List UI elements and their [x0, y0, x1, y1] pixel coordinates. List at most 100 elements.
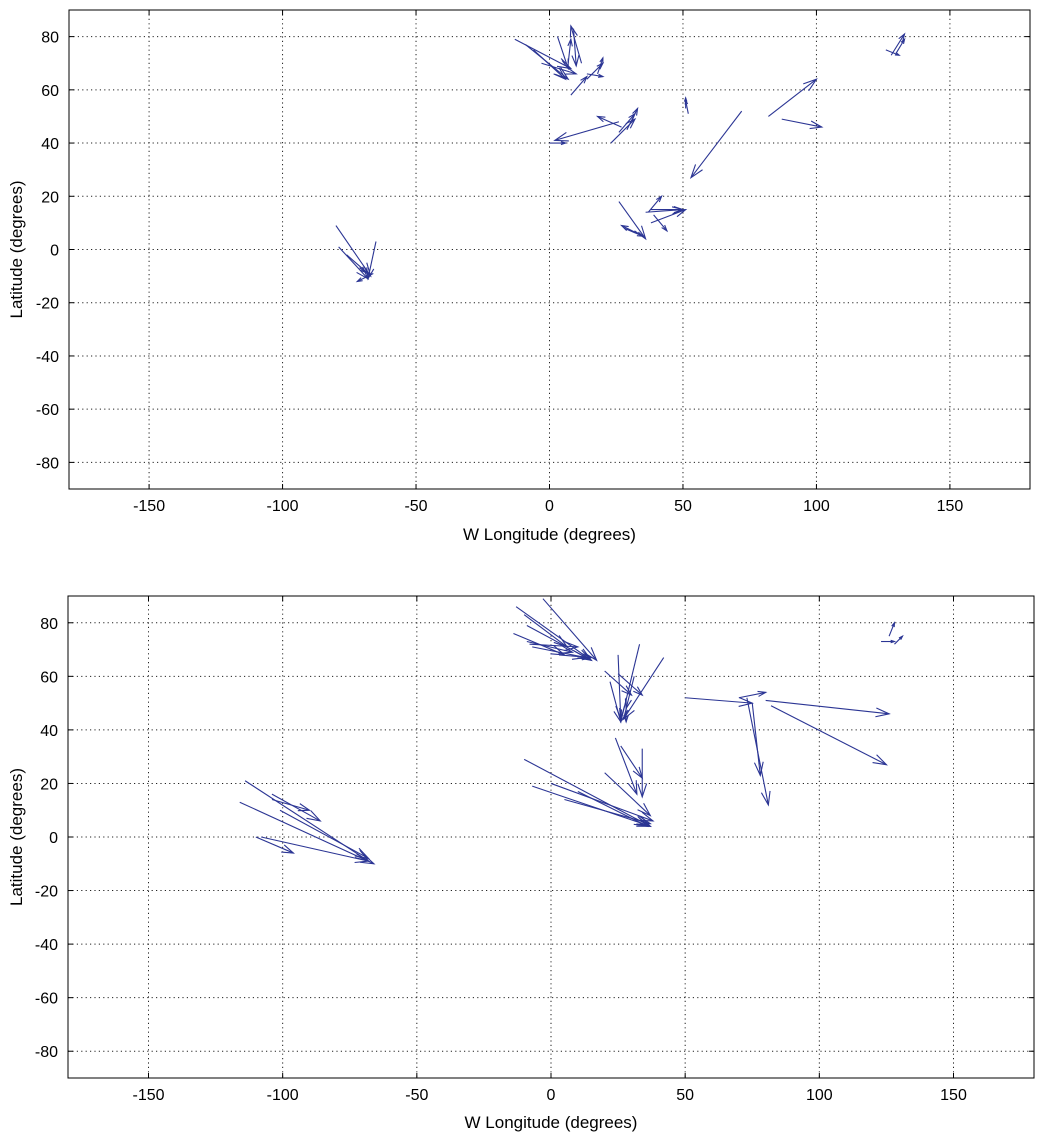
arrow-shaft	[618, 201, 647, 240]
bottom-x-tick-label: -50	[405, 1087, 428, 1104]
bottom-arrow	[244, 780, 370, 863]
arrow-head	[565, 67, 578, 75]
bottom-arrow	[279, 809, 371, 860]
arrow-shaft	[597, 57, 604, 75]
arrow-head	[684, 98, 689, 105]
top-arrow	[514, 38, 573, 70]
arrow-shaft	[685, 697, 753, 704]
arrow-head	[556, 58, 573, 70]
arrow-head	[359, 262, 372, 278]
arrow-shaft	[550, 782, 654, 822]
bottom-arrow	[550, 782, 655, 822]
arrow-shaft	[367, 241, 377, 279]
top-arrow	[549, 141, 568, 146]
bottom-arrow	[523, 614, 569, 648]
arrow-head	[620, 224, 629, 231]
arrow-head	[297, 803, 312, 812]
top-y-tick-label: -40	[36, 349, 59, 366]
arrow-head	[569, 24, 578, 38]
arrow-head	[890, 639, 897, 644]
bottom-arrow	[255, 836, 296, 854]
arrow-head	[366, 267, 375, 281]
top-arrow	[553, 121, 620, 142]
arrow-head	[674, 208, 688, 218]
bottom-arrow	[622, 657, 665, 721]
top-arrow	[586, 73, 605, 78]
top-y-tick-label: 20	[41, 189, 59, 206]
top-arrow	[620, 224, 644, 237]
top-x-tick-label: 100	[803, 498, 830, 515]
arrow-head	[581, 653, 593, 661]
arrow-shaft	[261, 836, 369, 862]
arrow-head	[753, 761, 764, 778]
bottom-arrow	[765, 699, 891, 718]
top-arrow	[626, 106, 639, 130]
bottom-arrow	[564, 798, 652, 825]
arrow-head	[898, 32, 906, 42]
bottom-y-tick-label: -20	[35, 884, 58, 901]
arrow-shaft	[577, 790, 648, 827]
arrow-head	[637, 783, 648, 799]
bottom-arrow	[542, 598, 598, 662]
arrow-shaft	[738, 691, 766, 699]
arrow-shaft	[532, 646, 586, 659]
arrow-shaft	[279, 809, 369, 859]
bottom-arrow	[623, 697, 629, 724]
arrow-shaft	[770, 705, 887, 766]
top-arrow	[355, 272, 374, 283]
arrow-shaft	[239, 801, 375, 865]
arrow-shaft	[586, 73, 603, 78]
top-x-axis-label: W Longitude (degrees)	[463, 525, 636, 544]
top-y-tick-label: 80	[41, 30, 59, 47]
arrow-shaft	[271, 798, 310, 811]
arrow-shaft	[617, 673, 643, 696]
bottom-arrow	[881, 639, 897, 644]
top-axes-box	[68, 9, 1031, 490]
arrow-head	[595, 115, 606, 123]
arrow-head	[584, 647, 598, 662]
top-x-tick-label: 50	[674, 498, 692, 515]
arrow-head	[632, 106, 639, 116]
arrow-head	[560, 141, 568, 146]
top-y-tick-label: -80	[36, 455, 59, 472]
top-arrow	[597, 56, 604, 75]
arrow-shaft	[556, 36, 569, 69]
arrow-head	[597, 73, 605, 78]
arrow-shaft	[554, 121, 620, 141]
arrow-head	[689, 164, 703, 180]
bottom-arrow	[770, 705, 888, 766]
arrow-head	[553, 67, 567, 81]
arrow-head	[306, 810, 322, 822]
top-x-tick-label: -150	[133, 498, 165, 515]
bottom-grid	[68, 596, 1034, 1078]
top-arrow	[768, 78, 818, 117]
arrow-shaft	[570, 25, 583, 64]
arrow-shaft	[529, 643, 578, 648]
arrow-head	[571, 54, 580, 68]
top-arrow	[595, 115, 622, 128]
bottom-arrow	[620, 745, 644, 780]
bottom-arrow	[239, 801, 376, 865]
bottom-x-tick-label: 0	[547, 1087, 556, 1104]
bottom-arrow	[685, 697, 754, 707]
arrow-shaft	[614, 737, 638, 795]
arrow-shaft	[338, 246, 369, 280]
bottom-arrows	[239, 598, 904, 865]
arrow-shaft	[888, 622, 895, 637]
arrow-shaft	[894, 635, 903, 645]
arrow-shaft	[346, 254, 369, 274]
bottom-arrow	[532, 785, 652, 827]
arrow-head	[633, 816, 650, 828]
bottom-arrow	[888, 621, 896, 637]
arrow-shaft	[751, 703, 761, 776]
arrow-shaft	[523, 758, 651, 827]
arrow-head	[623, 714, 629, 724]
bottom-x-tick-label: 100	[806, 1087, 833, 1104]
arrow-head	[637, 803, 652, 817]
bottom-arrow	[604, 670, 633, 697]
top-arrow	[346, 254, 370, 275]
arrow-head	[898, 634, 904, 640]
arrow-shaft	[604, 772, 651, 816]
bottom-arrow	[614, 737, 638, 796]
